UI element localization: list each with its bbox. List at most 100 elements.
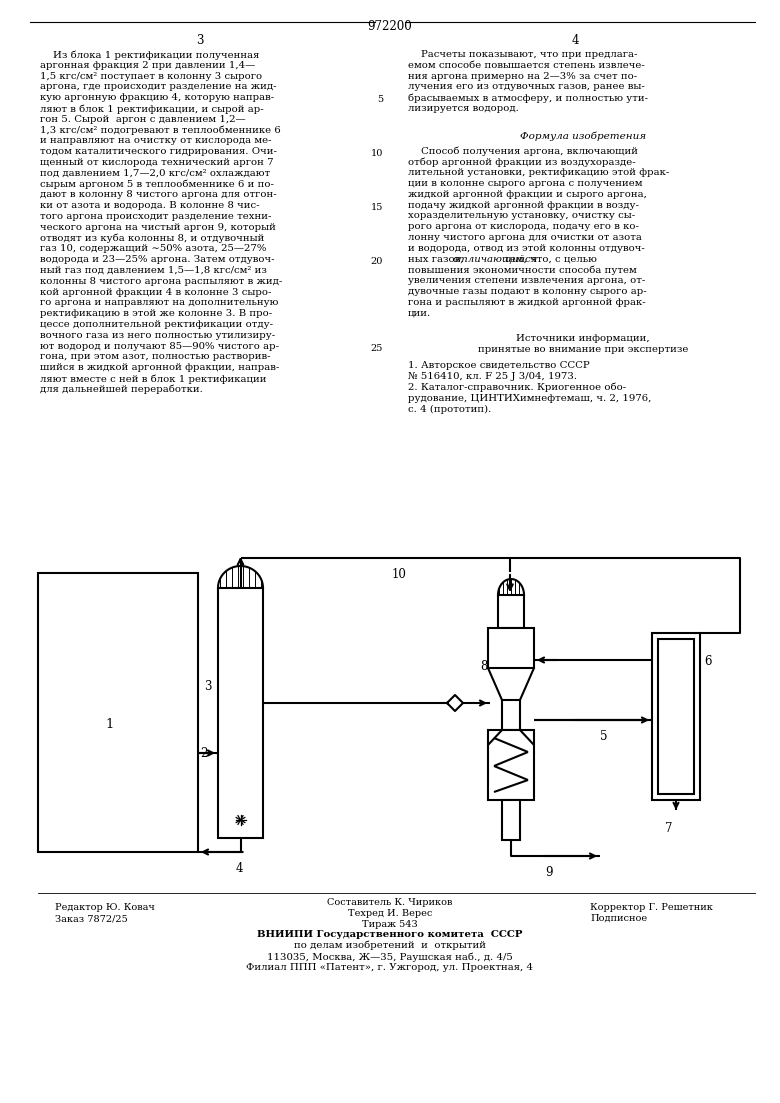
Text: 10: 10	[392, 568, 407, 581]
Bar	[658, 639, 694, 794]
Text: 6: 6	[704, 655, 711, 668]
Text: ческого аргона на чистый аргон 9, который: ческого аргона на чистый аргон 9, которы…	[40, 223, 276, 232]
Text: щенный от кислорода технический аргон 7: щенный от кислорода технический аргон 7	[40, 158, 274, 167]
Text: 15: 15	[370, 203, 383, 212]
Text: того аргона происходит разделение техни-: того аргона происходит разделение техни-	[40, 212, 271, 221]
Text: Расчеты показывают, что при предлага-: Расчеты показывают, что при предлага-	[408, 50, 637, 58]
Text: 972200: 972200	[367, 20, 413, 33]
Text: сырым аргоном 5 в теплообменнике 6 и по-: сырым аргоном 5 в теплообменнике 6 и по-	[40, 180, 274, 189]
Text: лонну чистого аргона для очистки от азота: лонну чистого аргона для очистки от азот…	[408, 233, 642, 242]
Text: принятые во внимание при экспертизе: принятые во внимание при экспертизе	[478, 345, 688, 354]
Text: ВНИИПИ Государственного комитета  СССР: ВНИИПИ Государственного комитета СССР	[257, 930, 523, 939]
Text: 3: 3	[204, 681, 211, 693]
Text: 2: 2	[200, 747, 207, 760]
Text: Корректор Г. Решетник: Корректор Г. Решетник	[590, 903, 713, 912]
Bar	[652, 633, 700, 800]
Text: 5: 5	[377, 95, 383, 104]
Text: с. 4 (прототип).: с. 4 (прототип).	[408, 405, 491, 414]
Text: 1,3 кгс/см² подогревают в теплообменнике 6: 1,3 кгс/см² подогревают в теплообменнике…	[40, 126, 281, 135]
Text: Техред И. Верес: Техред И. Верес	[348, 909, 432, 918]
Text: рудование, ЦИНТИХимнефтемаш, ч. 2, 1976,: рудование, ЦИНТИХимнефтемаш, ч. 2, 1976,	[408, 394, 651, 403]
Text: рого аргона от кислорода, подачу его в ко-: рого аргона от кислорода, подачу его в к…	[408, 222, 639, 232]
Text: для дальнейшей переработки.: для дальнейшей переработки.	[40, 385, 203, 394]
Text: 9: 9	[545, 866, 552, 879]
Text: го аргона и направляют на дополнительную: го аргона и направляют на дополнительную	[40, 299, 278, 308]
Text: кой аргонной фракции 4 в колонне 3 сыро-: кой аргонной фракции 4 в колонне 3 сыро-	[40, 288, 271, 297]
Text: брасываемых в атмосферу, и полностью ути-: брасываемых в атмосферу, и полностью ути…	[408, 93, 648, 103]
Text: лительной установки, ректификацию этой фрак-: лительной установки, ректификацию этой ф…	[408, 168, 669, 178]
Text: 8: 8	[480, 660, 488, 673]
Text: ют водород и получают 85—90% чистого ар-: ют водород и получают 85—90% чистого ар-	[40, 342, 279, 351]
Text: Способ получения аргона, включающий: Способ получения аргона, включающий	[408, 147, 638, 157]
Text: 7: 7	[665, 822, 672, 835]
Text: колонны 8 чистого аргона распыляют в жид-: колонны 8 чистого аргона распыляют в жид…	[40, 277, 282, 286]
Text: ректификацию в этой же колонне 3. В про-: ректификацию в этой же колонне 3. В про-	[40, 309, 272, 318]
Text: Из блока 1 ректификации полученная: Из блока 1 ректификации полученная	[40, 50, 260, 60]
Text: ный газ под давлением 1,5—1,8 кгс/см² из: ный газ под давлением 1,5—1,8 кгс/см² из	[40, 266, 267, 275]
Text: Заказ 7872/25: Заказ 7872/25	[55, 914, 128, 923]
Text: и направляют на очистку от кислорода ме-: и направляют на очистку от кислорода ме-	[40, 137, 271, 146]
Text: увеличения степени извлечения аргона, от-: увеличения степени извлечения аргона, от…	[408, 276, 645, 286]
Text: 25: 25	[370, 344, 383, 353]
Text: отбор аргонной фракции из воздухоразде-: отбор аргонной фракции из воздухоразде-	[408, 158, 636, 167]
Text: № 516410, кл. F 25 J 3/04, 1973.: № 516410, кл. F 25 J 3/04, 1973.	[408, 372, 577, 381]
Text: аргонная фракция 2 при давлении 1,4—: аргонная фракция 2 при давлении 1,4—	[40, 61, 255, 69]
Text: 2. Каталог-справочник. Криогенное обо-: 2. Каталог-справочник. Криогенное обо-	[408, 383, 626, 393]
Text: Подписное: Подписное	[590, 914, 647, 923]
Text: дают в колонну 8 чистого аргона для отгон-: дают в колонну 8 чистого аргона для отго…	[40, 191, 277, 200]
Text: 5: 5	[600, 730, 608, 743]
Text: кую аргонную фракцию 4, которую направ-: кую аргонную фракцию 4, которую направ-	[40, 93, 274, 103]
Bar	[498, 595, 524, 628]
Text: жидкой аргонной фракции и сырого аргона,: жидкой аргонной фракции и сырого аргона,	[408, 190, 647, 199]
Text: Филиал ППП «Патент», г. Ужгород, ул. Проектная, 4: Филиал ППП «Патент», г. Ужгород, ул. Про…	[246, 963, 534, 972]
Text: отводят из куба колонны 8, и отдувочный: отводят из куба колонны 8, и отдувочный	[40, 234, 264, 243]
Text: тем, что, с целью: тем, что, с целью	[501, 255, 597, 264]
Text: 1: 1	[106, 718, 114, 731]
Text: цессе дополнительной ректификации отду-: цессе дополнительной ректификации отду-	[40, 320, 273, 329]
Text: 1. Авторское свидетельство СССР: 1. Авторское свидетельство СССР	[408, 361, 590, 371]
Text: 113035, Москва, Ж—35, Раушская наб., д. 4/5: 113035, Москва, Ж—35, Раушская наб., д. …	[267, 952, 513, 962]
Text: отличающийся: отличающийся	[452, 255, 538, 264]
Text: 1,5 кгс/см² поступает в колонну 3 сырого: 1,5 кгс/см² поступает в колонну 3 сырого	[40, 72, 262, 81]
Text: гона, при этом азот, полностью растворив-: гона, при этом азот, полностью растворив…	[40, 352, 271, 362]
Bar	[502, 700, 520, 730]
Text: тодом каталитического гидрирования. Очи-: тодом каталитического гидрирования. Очи-	[40, 147, 277, 157]
Text: 20: 20	[370, 257, 383, 266]
Text: ляют в блок 1 ректификации, и сырой ар-: ляют в блок 1 ректификации, и сырой ар-	[40, 104, 264, 114]
Text: гон 5. Сырой  аргон с давлением 1,2—: гон 5. Сырой аргон с давлением 1,2—	[40, 115, 246, 124]
Text: водорода и 23—25% аргона. Затем отдувоч-: водорода и 23—25% аргона. Затем отдувоч-	[40, 255, 275, 265]
Text: гона и распыляют в жидкой аргонной фрак-: гона и распыляют в жидкой аргонной фрак-	[408, 298, 646, 307]
Bar	[488, 730, 534, 800]
Text: емом способе повышается степень извлече-: емом способе повышается степень извлече-	[408, 61, 645, 69]
Text: газ 10, содержащий ∼50% азота, 25—27%: газ 10, содержащий ∼50% азота, 25—27%	[40, 245, 267, 254]
Text: ния аргона примерно на 2—3% за счет по-: ния аргона примерно на 2—3% за счет по-	[408, 72, 637, 81]
Text: хоразделительную установку, очистку сы-: хоразделительную установку, очистку сы-	[408, 212, 635, 221]
Text: Составитель К. Чириков: Составитель К. Чириков	[328, 898, 452, 907]
Text: Источники информации,: Источники информации,	[516, 334, 650, 343]
Text: 3: 3	[197, 34, 204, 47]
Text: ции в колонне сырого аргона с получением: ции в колонне сырого аргона с получением	[408, 179, 643, 188]
Bar	[502, 800, 520, 840]
Text: под давлением 1,7—2,0 кгс/см² охлаждают: под давлением 1,7—2,0 кгс/см² охлаждают	[40, 169, 270, 178]
Text: Тираж 543: Тираж 543	[362, 920, 418, 929]
Text: ки от азота и водорода. В колонне 8 чис-: ки от азота и водорода. В колонне 8 чис-	[40, 201, 260, 211]
Text: дувочные газы подают в колонну сырого ар-: дувочные газы подают в колонну сырого ар…	[408, 287, 647, 296]
Text: ных газов,: ных газов,	[408, 255, 466, 264]
Text: повышения экономичности способа путем: повышения экономичности способа путем	[408, 266, 636, 275]
Text: Формула изобретения: Формула изобретения	[520, 131, 646, 141]
Bar	[38, 572, 198, 852]
Text: 4: 4	[571, 34, 579, 47]
Text: лучения его из отдувочных газов, ранее вы-: лучения его из отдувочных газов, ранее в…	[408, 83, 645, 92]
Text: аргона, где происходит разделение на жид-: аргона, где происходит разделение на жид…	[40, 83, 276, 92]
Text: по делам изобретений  и  открытий: по делам изобретений и открытий	[294, 941, 486, 951]
Text: и водорода, отвод из этой колонны отдувоч-: и водорода, отвод из этой колонны отдуво…	[408, 244, 645, 253]
Text: лизируется водород.: лизируется водород.	[408, 104, 519, 113]
Text: ции.: ции.	[408, 309, 431, 318]
Text: ляют вместе с ней в блок 1 ректификации: ляют вместе с ней в блок 1 ректификации	[40, 374, 267, 384]
Text: Редактор Ю. Ковач: Редактор Ю. Ковач	[55, 903, 154, 912]
Text: 10: 10	[370, 149, 383, 158]
Text: 4: 4	[236, 863, 243, 875]
Text: шийся в жидкой аргонной фракции, направ-: шийся в жидкой аргонной фракции, направ-	[40, 363, 279, 372]
Bar	[218, 588, 263, 838]
Text: подачу жидкой аргонной фракции в возду-: подачу жидкой аргонной фракции в возду-	[408, 201, 639, 210]
